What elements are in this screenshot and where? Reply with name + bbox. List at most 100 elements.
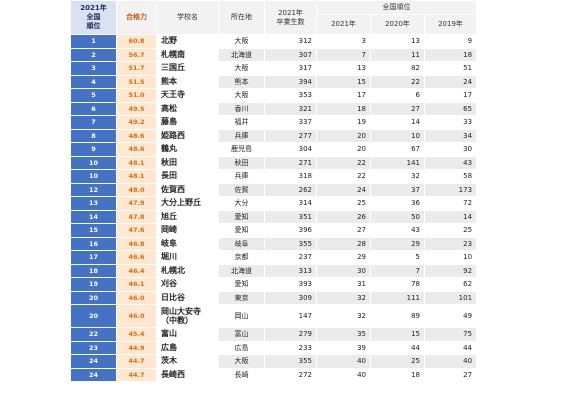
cell-location: 愛知 <box>218 277 265 292</box>
cell-school-name: 佐賀西 <box>156 182 219 197</box>
cell-score: 44.9 <box>116 340 157 355</box>
cell-rank: 4 <box>70 74 117 89</box>
cell-school-name: 大分上野丘 <box>156 196 219 211</box>
cell-rank-2021: 40 <box>316 354 371 369</box>
cell-rank-2019: 65 <box>423 101 478 116</box>
cell-rank: 6 <box>70 101 117 116</box>
cell-rank-2020: 36 <box>370 196 425 211</box>
cell-rank: 2 <box>70 47 117 62</box>
header-location: 所在地 <box>218 0 265 35</box>
cell-school-name: 長崎西 <box>156 367 219 382</box>
cell-graduates: 317 <box>264 61 317 76</box>
header-year-2021: 2021年 <box>316 14 371 35</box>
cell-rank-2020: 5 <box>370 250 425 265</box>
cell-school-name: 姫路西 <box>156 128 219 143</box>
cell-school-name: 広島 <box>156 340 219 355</box>
cell-rank-2021: 22 <box>316 169 371 184</box>
cell-graduates: 147 <box>264 304 317 328</box>
cell-graduates: 393 <box>264 277 317 292</box>
cell-graduates: 262 <box>264 182 317 197</box>
cell-graduates: 307 <box>264 47 317 62</box>
cell-rank: 18 <box>70 263 117 278</box>
cell-rank-2020: 11 <box>370 47 425 62</box>
cell-rank-2020: 6 <box>370 88 425 103</box>
cell-location: 熊本 <box>218 74 265 89</box>
cell-graduates: 355 <box>264 354 317 369</box>
cell-location: 大阪 <box>218 34 265 49</box>
cell-school-name: 長田 <box>156 169 219 184</box>
cell-graduates: 272 <box>264 367 317 382</box>
cell-rank: 10 <box>70 155 117 170</box>
cell-location: 秋田 <box>218 155 265 170</box>
cell-rank: 15 <box>70 223 117 238</box>
ranking-table: 2021年 全国 順位 合格力 学校名 所在地 2021年 卒業生数 全国順位 … <box>70 0 478 382</box>
cell-score: 51.0 <box>116 88 157 103</box>
header-rank: 2021年 全国 順位 <box>70 0 117 35</box>
cell-rank-2019: 9 <box>423 34 478 49</box>
cell-rank-2019: 34 <box>423 128 478 143</box>
cell-rank: 23 <box>70 340 117 355</box>
cell-graduates: 353 <box>264 88 317 103</box>
cell-rank-2020: 141 <box>370 155 425 170</box>
cell-graduates: 337 <box>264 115 317 130</box>
cell-rank-2021: 24 <box>316 182 371 197</box>
cell-rank-2020: 22 <box>370 74 425 89</box>
cell-rank-2021: 18 <box>316 101 371 116</box>
cell-score: 49.2 <box>116 115 157 130</box>
cell-score: 48.6 <box>116 128 157 143</box>
cell-rank-2020: 111 <box>370 290 425 305</box>
cell-graduates: 321 <box>264 101 317 116</box>
cell-graduates: 318 <box>264 169 317 184</box>
cell-rank: 24 <box>70 354 117 369</box>
cell-rank-2021: 25 <box>316 196 371 211</box>
cell-rank-2019: 17 <box>423 88 478 103</box>
cell-location: 大阪 <box>218 88 265 103</box>
table-row: 20 46.0 岡山大安寺 （中教） 岡山 147 32 89 49 <box>70 304 478 328</box>
cell-location: 大阪 <box>218 61 265 76</box>
header-year-2019: 2019年 <box>423 14 478 35</box>
cell-school-name: 日比谷 <box>156 290 219 305</box>
cell-location: 福井 <box>218 115 265 130</box>
cell-graduates: 314 <box>264 196 317 211</box>
cell-score: 48.1 <box>116 155 157 170</box>
table-row: 15 47.6 岡崎 愛知 396 27 43 25 <box>70 223 478 238</box>
cell-rank-2020: 29 <box>370 236 425 251</box>
table-row: 4 51.5 熊本 熊本 394 15 22 24 <box>70 74 478 89</box>
header-year-2020: 2020年 <box>370 14 425 35</box>
cell-school-name: 刈谷 <box>156 277 219 292</box>
cell-graduates: 313 <box>264 263 317 278</box>
cell-rank-2019: 10 <box>423 250 478 265</box>
cell-rank-2020: 44 <box>370 340 425 355</box>
cell-school-name: 富山 <box>156 327 219 342</box>
cell-rank-2019: 49 <box>423 304 478 328</box>
cell-score: 51.5 <box>116 74 157 89</box>
cell-rank-2019: 40 <box>423 354 478 369</box>
table-header: 2021年 全国 順位 合格力 学校名 所在地 2021年 卒業生数 全国順位 … <box>70 0 478 35</box>
cell-rank-2019: 62 <box>423 277 478 292</box>
cell-score: 48.1 <box>116 169 157 184</box>
cell-graduates: 304 <box>264 142 317 157</box>
cell-graduates: 233 <box>264 340 317 355</box>
cell-location: 愛知 <box>218 223 265 238</box>
table-row: 23 44.9 広島 広島 233 39 44 44 <box>70 340 478 355</box>
cell-rank: 9 <box>70 142 117 157</box>
table-row: 22 45.4 富山 富山 279 35 15 75 <box>70 327 478 342</box>
table-row: 1 60.8 北野 大阪 312 3 13 9 <box>70 34 478 49</box>
table-row: 13 47.9 大分上野丘 大分 314 25 36 72 <box>70 196 478 211</box>
cell-rank-2021: 15 <box>316 74 371 89</box>
cell-location: 北海道 <box>218 47 265 62</box>
cell-rank-2021: 7 <box>316 47 371 62</box>
cell-location: 香川 <box>218 101 265 116</box>
cell-rank-2021: 17 <box>316 88 371 103</box>
cell-school-name: 天王寺 <box>156 88 219 103</box>
cell-rank-2019: 25 <box>423 223 478 238</box>
cell-rank-2021: 19 <box>316 115 371 130</box>
cell-graduates: 355 <box>264 236 317 251</box>
cell-score: 47.6 <box>116 223 157 238</box>
cell-location: 岐阜 <box>218 236 265 251</box>
cell-rank-2020: 14 <box>370 115 425 130</box>
table-body: 1 60.8 北野 大阪 312 3 13 9 2 56.7 札幌南 北海道 307 7 11 18 3 51.7… <box>70 34 478 382</box>
cell-rank-2019: 173 <box>423 182 478 197</box>
cell-rank-2021: 3 <box>316 34 371 49</box>
cell-graduates: 279 <box>264 327 317 342</box>
